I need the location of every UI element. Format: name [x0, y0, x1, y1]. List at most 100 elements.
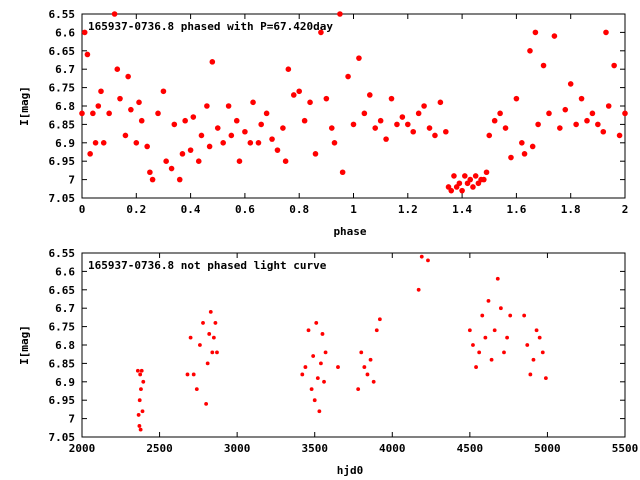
data-point	[135, 368, 140, 373]
data-point	[318, 29, 324, 36]
data-point	[480, 313, 485, 318]
data-point	[208, 309, 213, 314]
y-tick-label: 6.55	[49, 8, 76, 21]
data-point	[141, 379, 146, 384]
data-point	[204, 401, 209, 406]
data-point	[322, 379, 326, 384]
y-tick-label: 6.9	[55, 137, 75, 150]
data-point	[301, 117, 308, 124]
chart-title: 165937-0736.8 not phased light curve	[88, 259, 327, 272]
data-point	[362, 365, 367, 369]
data-point	[209, 59, 216, 65]
data-point	[415, 110, 422, 117]
data-point	[285, 66, 292, 72]
data-point	[84, 51, 91, 58]
data-point	[233, 117, 240, 124]
data-point	[600, 128, 607, 135]
data-point	[242, 128, 248, 135]
data-point	[205, 361, 210, 366]
data-point	[137, 424, 142, 428]
data-point	[282, 158, 289, 164]
y-tick-label: 6.8	[55, 339, 75, 352]
data-point	[98, 88, 104, 95]
y-tick-label: 6.6	[55, 26, 75, 39]
data-point	[315, 376, 320, 381]
data-point	[149, 176, 156, 183]
data-point	[365, 372, 370, 377]
plot-area-frame	[81, 13, 626, 199]
data-point	[187, 147, 194, 153]
x-tick-label: 1.8	[561, 203, 581, 216]
data-point	[519, 140, 525, 146]
data-point	[155, 110, 161, 117]
data-point	[531, 357, 536, 362]
y-tick-label: 6.8	[55, 100, 75, 113]
data-point	[125, 73, 131, 80]
data-points	[135, 254, 548, 432]
data-point	[456, 180, 463, 187]
data-point	[198, 343, 202, 347]
data-point	[535, 121, 541, 128]
x-tick-label: 2500	[146, 442, 173, 455]
data-point	[274, 147, 281, 153]
x-tick-label: 3500	[301, 442, 328, 455]
data-point	[471, 343, 475, 347]
x-tick-label: 1.6	[506, 203, 526, 216]
data-point	[491, 117, 498, 124]
data-point	[247, 140, 254, 146]
data-point	[372, 125, 379, 131]
data-point	[605, 103, 612, 109]
data-point	[486, 298, 491, 303]
data-point	[432, 132, 438, 139]
data-point	[532, 29, 539, 36]
data-point	[567, 81, 574, 87]
data-point	[144, 143, 150, 150]
data-point	[300, 372, 305, 377]
x-tick-label: 1.4	[452, 203, 472, 216]
data-point	[309, 387, 314, 392]
data-point	[236, 158, 243, 164]
data-point	[573, 121, 579, 128]
data-point	[160, 88, 167, 95]
phased-chart: 165937-0736.8 phased with P=67.420day ph…	[18, 8, 628, 238]
data-point	[303, 365, 308, 369]
data-point	[215, 350, 219, 355]
data-point	[323, 95, 330, 102]
y-tick-label: 6.85	[49, 118, 76, 131]
data-point	[495, 276, 500, 281]
data-point	[339, 169, 346, 176]
data-point	[543, 376, 548, 381]
data-point	[290, 92, 297, 98]
data-point	[280, 125, 286, 131]
data-point	[191, 372, 196, 377]
data-point	[383, 136, 389, 142]
data-point	[497, 110, 503, 117]
x-tick-label: 1.2	[398, 203, 418, 216]
data-point	[492, 328, 497, 333]
data-point	[95, 103, 102, 109]
data-point	[100, 140, 107, 146]
y-tick-label: 7	[68, 413, 75, 426]
data-point	[213, 321, 218, 325]
data-point	[356, 387, 361, 392]
data-point	[140, 409, 145, 414]
data-point	[228, 132, 235, 139]
data-point	[317, 409, 322, 414]
data-point	[190, 114, 197, 120]
data-point	[410, 128, 417, 135]
data-point	[111, 11, 118, 17]
y-tick-label: 6.6	[55, 265, 75, 278]
data-point	[345, 73, 351, 80]
data-point	[405, 121, 411, 128]
data-point	[201, 321, 205, 325]
data-point	[508, 313, 513, 318]
data-point	[176, 176, 183, 183]
data-point	[394, 121, 400, 128]
plot-area-frame	[81, 252, 626, 438]
data-point	[368, 357, 373, 362]
data-point	[521, 151, 528, 157]
data-point	[443, 128, 449, 135]
data-point	[328, 125, 335, 131]
x-tick-label: 4500	[457, 442, 484, 455]
data-point	[551, 33, 558, 39]
